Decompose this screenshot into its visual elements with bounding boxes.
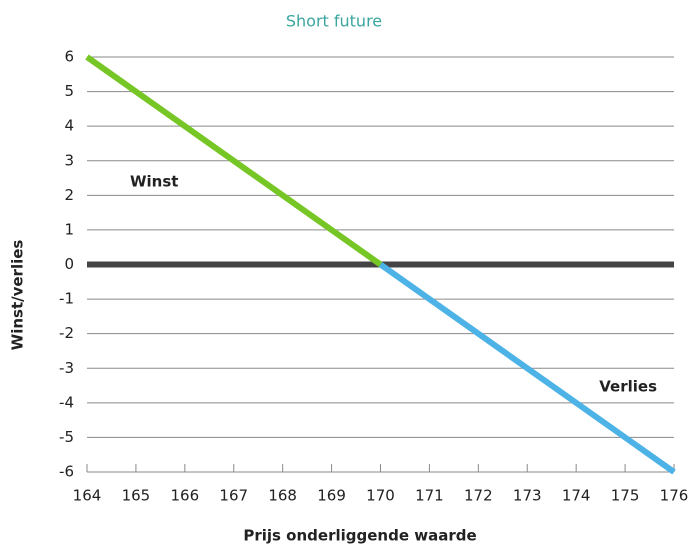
series-label: Winst: [130, 173, 178, 191]
y-tick-label: 6: [64, 48, 74, 66]
x-tick-label: 165: [122, 487, 151, 505]
y-tick-label: 3: [64, 151, 74, 169]
y-tick-label: 4: [64, 117, 74, 135]
x-tick-label: 171: [415, 487, 444, 505]
y-tick-label: 2: [64, 186, 74, 204]
x-tick-label: 172: [464, 487, 493, 505]
y-tick-label: 1: [64, 220, 74, 238]
x-tick-label: 175: [611, 487, 640, 505]
x-tick-label: 164: [73, 487, 102, 505]
series-line: [378, 262, 676, 475]
x-tick-label: 167: [219, 487, 248, 505]
series-label: Verlies: [599, 378, 657, 396]
y-tick-label: -6: [59, 463, 74, 481]
series-line: [85, 54, 383, 267]
x-tick-label: 173: [513, 487, 542, 505]
x-tick-label: 169: [317, 487, 346, 505]
y-tick-label: -4: [59, 393, 74, 411]
y-tick-label: -2: [59, 324, 74, 342]
y-tick-label: 5: [64, 82, 74, 100]
y-tick-label: 0: [64, 255, 74, 273]
x-tick-label: 170: [366, 487, 395, 505]
y-tick-label: -5: [59, 428, 74, 446]
x-tick-label: 176: [660, 487, 689, 505]
x-tick-label: 174: [562, 487, 591, 505]
x-tick-label: 166: [171, 487, 200, 505]
y-tick-label: -1: [59, 290, 74, 308]
y-tick-label: -3: [59, 359, 74, 377]
x-tick-label: 168: [268, 487, 297, 505]
y-axis-label: Winst/verlies: [9, 240, 27, 351]
x-axis-label: Prijs onderliggende waarde: [243, 527, 476, 545]
chart-title: Short future: [286, 12, 382, 31]
